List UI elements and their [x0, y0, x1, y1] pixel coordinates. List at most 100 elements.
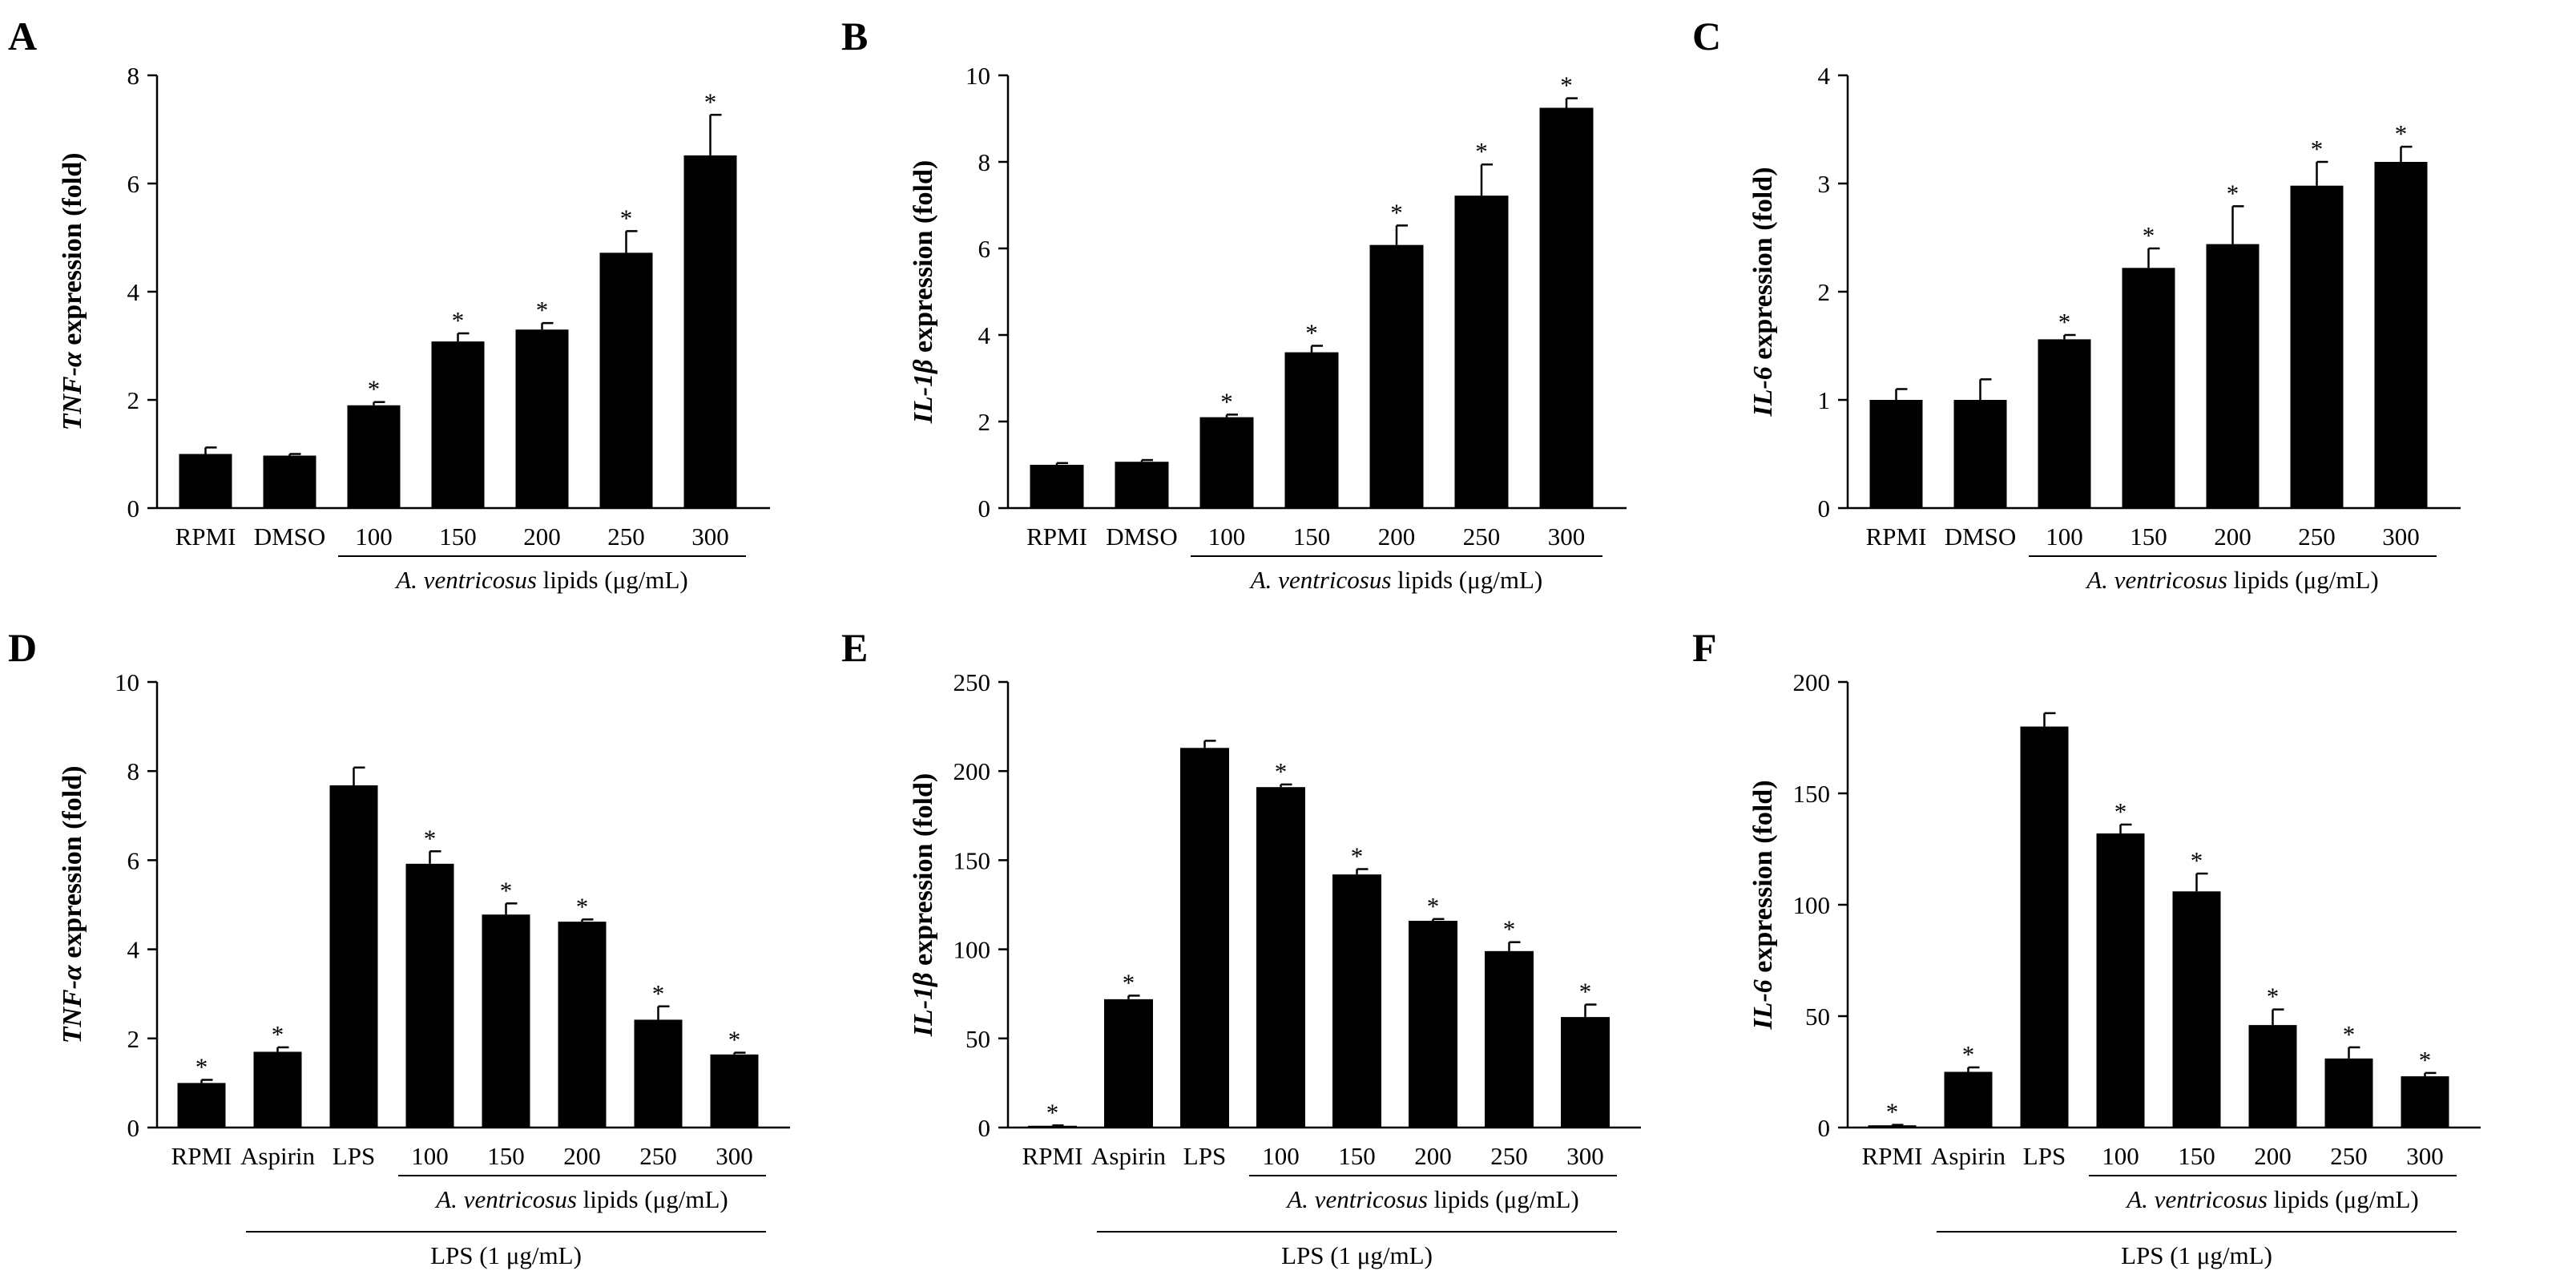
y-axis-label-gene: TNF-α — [58, 351, 87, 430]
y-axis-label-text: expression (fold) — [1748, 780, 1778, 979]
y-tick-label: 6 — [127, 846, 140, 874]
y-tick-label: 100 — [953, 936, 991, 964]
panel-f: F 0 50 100 150 200 IL-6 expression (fold) * RPMI… — [1692, 625, 2481, 1269]
y-axis-label-text: expression (fold) — [58, 766, 87, 966]
bar-lps — [1180, 748, 1229, 1128]
panel-letter: B — [841, 14, 868, 59]
bar-250 — [634, 1019, 683, 1128]
bar-100 — [2038, 339, 2091, 508]
category-label: Aspirin — [1091, 1142, 1167, 1170]
y-tick-label: 8 — [127, 62, 140, 90]
group-label-species: A. ventricosus — [1249, 566, 1392, 594]
panel-a: A 0 2 4 6 8 TNF-α expression (fold) RPMI DMSO * 10… — [8, 14, 770, 594]
category-label: 300 — [1548, 522, 1586, 551]
group-label: A. ventricosus lipids (μg/mL) — [1285, 1185, 1578, 1213]
group-label-text: lipids (μg/mL) — [577, 1185, 728, 1213]
significance-star: * — [1220, 387, 1233, 415]
y-tick-label: 2 — [127, 1025, 140, 1053]
significance-star: * — [652, 979, 665, 1007]
y-axis-label-gene: IL-6 — [1748, 366, 1778, 417]
y-axis-label: TNF-α expression (fold) — [58, 153, 87, 431]
bar-100 — [1199, 417, 1254, 508]
significance-star: * — [536, 296, 549, 324]
y-axis-label: TNF-α expression (fold) — [58, 766, 87, 1044]
bar-rpmi — [179, 454, 232, 508]
y-axis-label: IL-6 expression (fold) — [1748, 167, 1778, 417]
panel-e: E 0 50 100 150 200 250 IL-1β expression (fold) *… — [841, 625, 1641, 1269]
category-label: 200 — [1378, 522, 1416, 551]
bar-lps — [329, 785, 378, 1128]
panel-letter: D — [8, 625, 37, 670]
bar-300 — [683, 155, 737, 508]
y-axis-label-text: expression (fold) — [909, 773, 938, 973]
bar-150 — [431, 341, 485, 508]
y-tick-label: 0 — [127, 1114, 140, 1142]
group-label-text: LPS (1 μg/mL) — [1281, 1241, 1433, 1269]
group-label-species: A. ventricosus — [394, 566, 537, 594]
group-label-text: lipids (μg/mL) — [537, 566, 688, 594]
y-tick-label: 0 — [1818, 1114, 1831, 1142]
group-label: A. ventricosus lipids (μg/mL) — [434, 1185, 728, 1213]
bar-300 — [1539, 107, 1594, 508]
significance-star: * — [368, 375, 381, 403]
category-label: 150 — [1338, 1142, 1376, 1170]
bar-200 — [2206, 244, 2260, 508]
significance-star: * — [272, 1020, 284, 1048]
bar-200 — [558, 922, 607, 1128]
category-label: 150 — [487, 1142, 525, 1170]
category-label: 150 — [2130, 522, 2167, 551]
category-label: 100 — [2046, 522, 2083, 551]
y-axis-label: IL-1β expression (fold) — [909, 160, 938, 424]
panel-letter: C — [1692, 14, 1721, 59]
y-tick-label: 200 — [953, 757, 991, 785]
significance-star: * — [452, 306, 465, 334]
group-label-species: A. ventricosus — [2085, 566, 2227, 594]
category-label: LPS — [2023, 1142, 2066, 1170]
bar-250 — [1485, 950, 1534, 1128]
group-label: LPS (1 μg/mL) — [2121, 1241, 2272, 1269]
bar-rpmi — [1869, 400, 1923, 508]
category-label: RPMI — [1866, 522, 1927, 551]
category-label: DMSO — [1945, 522, 2017, 551]
category-label: RPMI — [1022, 1142, 1083, 1170]
bar-250 — [2324, 1058, 2373, 1128]
group-label: A. ventricosus lipids (μg/mL) — [1249, 566, 1542, 594]
significance-star: * — [2191, 846, 2203, 874]
category-label: 200 — [2214, 522, 2251, 551]
bar-200 — [1409, 921, 1457, 1128]
significance-star: * — [1475, 137, 1488, 165]
group-label: LPS (1 μg/mL) — [1281, 1241, 1433, 1269]
significance-star: * — [2395, 119, 2408, 147]
panel-d: D 0 2 4 6 8 10 TNF-α expression (fold) * RPMI * Asp… — [8, 625, 790, 1269]
y-axis-label-gene: IL-6 — [1748, 979, 1778, 1030]
bar-300 — [2374, 162, 2428, 508]
category-label: 250 — [1463, 522, 1501, 551]
category-label: LPS — [1183, 1142, 1226, 1170]
group-label-species: A. ventricosus — [2125, 1185, 2268, 1213]
y-axis-label-text: expression (fold) — [1748, 167, 1778, 366]
y-tick-label: 1 — [1818, 386, 1831, 414]
bar-200 — [2248, 1025, 2297, 1128]
category-label: 200 — [523, 522, 561, 551]
y-tick-label: 100 — [1793, 891, 1831, 919]
y-tick-label: 4 — [978, 321, 991, 349]
category-label: 100 — [1262, 1142, 1300, 1170]
category-label: 300 — [691, 522, 729, 551]
bar-lps — [2020, 726, 2069, 1128]
y-tick-label: 6 — [127, 170, 140, 198]
panel-letter: A — [8, 14, 37, 59]
significance-star: * — [500, 876, 513, 904]
bar-150 — [482, 914, 530, 1128]
group-label-text: lipids (μg/mL) — [2227, 566, 2379, 594]
bar-200 — [1369, 244, 1424, 508]
bar-150 — [2122, 268, 2175, 508]
category-label: 150 — [1293, 522, 1331, 551]
bar-aspirin — [1104, 999, 1153, 1128]
y-tick-label: 4 — [127, 936, 140, 964]
significance-star: * — [1962, 1040, 1975, 1068]
y-axis-label-text: expression (fold) — [58, 153, 87, 353]
category-label: 250 — [2298, 522, 2336, 551]
category-label: RPMI — [171, 1142, 232, 1170]
significance-star: * — [728, 1026, 741, 1054]
significance-star: * — [2143, 221, 2155, 249]
